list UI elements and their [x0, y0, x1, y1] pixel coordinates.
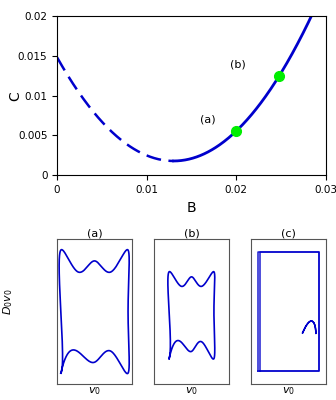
X-axis label: $v_0$: $v_0$	[282, 385, 295, 397]
Text: (b): (b)	[230, 60, 246, 70]
X-axis label: $v_0$: $v_0$	[185, 385, 198, 397]
Text: $D_0v_0$: $D_0v_0$	[2, 289, 15, 315]
X-axis label: B: B	[187, 200, 196, 214]
Title: (b): (b)	[184, 228, 199, 238]
X-axis label: $v_0$: $v_0$	[88, 385, 101, 397]
Title: (c): (c)	[281, 228, 296, 238]
Y-axis label: C: C	[8, 91, 22, 100]
Text: (a): (a)	[201, 115, 216, 125]
Title: (a): (a)	[87, 228, 102, 238]
